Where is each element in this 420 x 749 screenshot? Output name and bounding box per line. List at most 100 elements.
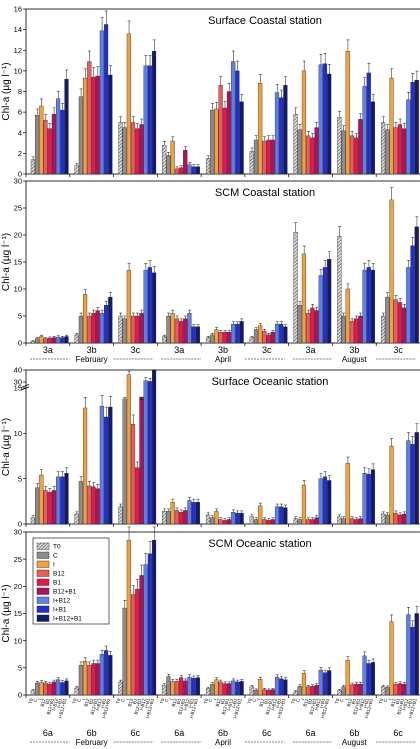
x-treatment-label: C xyxy=(120,697,126,702)
bar xyxy=(322,267,328,344)
bar xyxy=(406,267,411,344)
x-category-label: 3c xyxy=(262,345,272,355)
bar xyxy=(122,607,127,696)
bar xyxy=(56,336,61,344)
bar xyxy=(74,687,79,696)
bar xyxy=(64,336,69,344)
y-tick-label: 30 xyxy=(14,177,22,186)
x-treatment-label: B12+B1 xyxy=(46,698,55,716)
bar xyxy=(83,77,88,175)
bar xyxy=(358,119,363,175)
x-treatment-label: I xyxy=(256,698,261,701)
bar xyxy=(126,33,131,175)
y-tick-label: 4 xyxy=(18,128,22,137)
bar xyxy=(35,682,40,696)
bar xyxy=(226,91,232,175)
bar xyxy=(362,269,367,344)
bar xyxy=(410,626,415,696)
bar xyxy=(214,679,219,696)
x-treatment-label: B12 xyxy=(40,698,47,708)
bar xyxy=(389,77,394,175)
bar xyxy=(310,686,315,696)
x-treatment-label: I+B12+B1 xyxy=(364,698,374,719)
legend-label: B1 xyxy=(53,580,61,587)
bar xyxy=(381,122,386,175)
bar xyxy=(389,445,394,525)
bar xyxy=(214,511,219,525)
bar xyxy=(249,151,254,175)
bar xyxy=(47,492,52,525)
bar xyxy=(393,512,398,525)
bar xyxy=(370,662,376,696)
bar xyxy=(314,685,319,696)
bar xyxy=(231,61,236,175)
x-treatment-label: B12 xyxy=(390,698,397,708)
bar xyxy=(366,72,371,175)
bar xyxy=(187,313,192,344)
bar xyxy=(327,480,332,525)
bar xyxy=(78,96,83,175)
bar xyxy=(162,511,167,525)
bar xyxy=(306,313,311,344)
x-treatment-label: B12+B1 xyxy=(177,698,186,716)
bar xyxy=(195,166,200,175)
bar xyxy=(47,128,52,175)
bar xyxy=(126,269,131,344)
bar xyxy=(314,517,319,525)
bar xyxy=(210,517,215,525)
bar xyxy=(222,107,227,175)
bar xyxy=(151,369,157,525)
x-treatment-label: I+B1 xyxy=(100,698,107,709)
bar xyxy=(91,663,96,696)
bar xyxy=(235,323,240,344)
x-treatment-label: I xyxy=(81,698,86,701)
bar xyxy=(235,70,240,175)
bar xyxy=(74,334,79,344)
bar xyxy=(318,275,323,344)
bar xyxy=(239,681,244,696)
bar xyxy=(381,686,386,696)
bar xyxy=(270,689,275,696)
bar xyxy=(162,685,167,696)
bar xyxy=(170,502,175,525)
bar xyxy=(310,307,315,344)
bar xyxy=(118,122,123,175)
bar xyxy=(283,326,288,344)
bar xyxy=(385,687,390,696)
bar xyxy=(30,690,35,696)
x-month-label: August xyxy=(342,738,368,747)
bar xyxy=(56,98,61,175)
x-category-label: 6b xyxy=(218,728,228,738)
y-axis-label: Chl-a (µg l⁻¹) xyxy=(1,584,12,642)
bar xyxy=(322,63,328,175)
bar xyxy=(283,85,288,175)
bar xyxy=(397,302,402,344)
axis-break-mark xyxy=(20,384,30,388)
bar xyxy=(178,321,184,344)
bar xyxy=(322,672,328,696)
bar xyxy=(118,315,123,344)
x-category-label: 3c xyxy=(393,345,403,355)
bar xyxy=(83,294,88,344)
bar xyxy=(205,337,211,344)
x-treatment-label: B12 xyxy=(83,698,90,708)
y-tick-label: 0 xyxy=(18,520,22,529)
x-treatment-label: C xyxy=(164,697,170,702)
x-treatment-label: B12 xyxy=(346,698,353,708)
y-tick-label: 30 xyxy=(14,378,22,387)
x-treatment-label: I+B12+B1 xyxy=(320,698,330,719)
bar xyxy=(274,676,280,696)
bar xyxy=(143,65,148,175)
x-treatment-label: I+B12 xyxy=(358,698,366,711)
x-treatment-label: C xyxy=(383,697,389,702)
y-tick-label: 25 xyxy=(14,555,22,564)
bar xyxy=(327,259,332,344)
bar xyxy=(99,30,104,175)
bar xyxy=(406,614,411,696)
bar xyxy=(349,684,355,696)
bar xyxy=(370,101,376,175)
bar xyxy=(122,398,127,525)
bar xyxy=(262,689,267,696)
bar xyxy=(95,75,100,175)
bar xyxy=(393,127,398,175)
